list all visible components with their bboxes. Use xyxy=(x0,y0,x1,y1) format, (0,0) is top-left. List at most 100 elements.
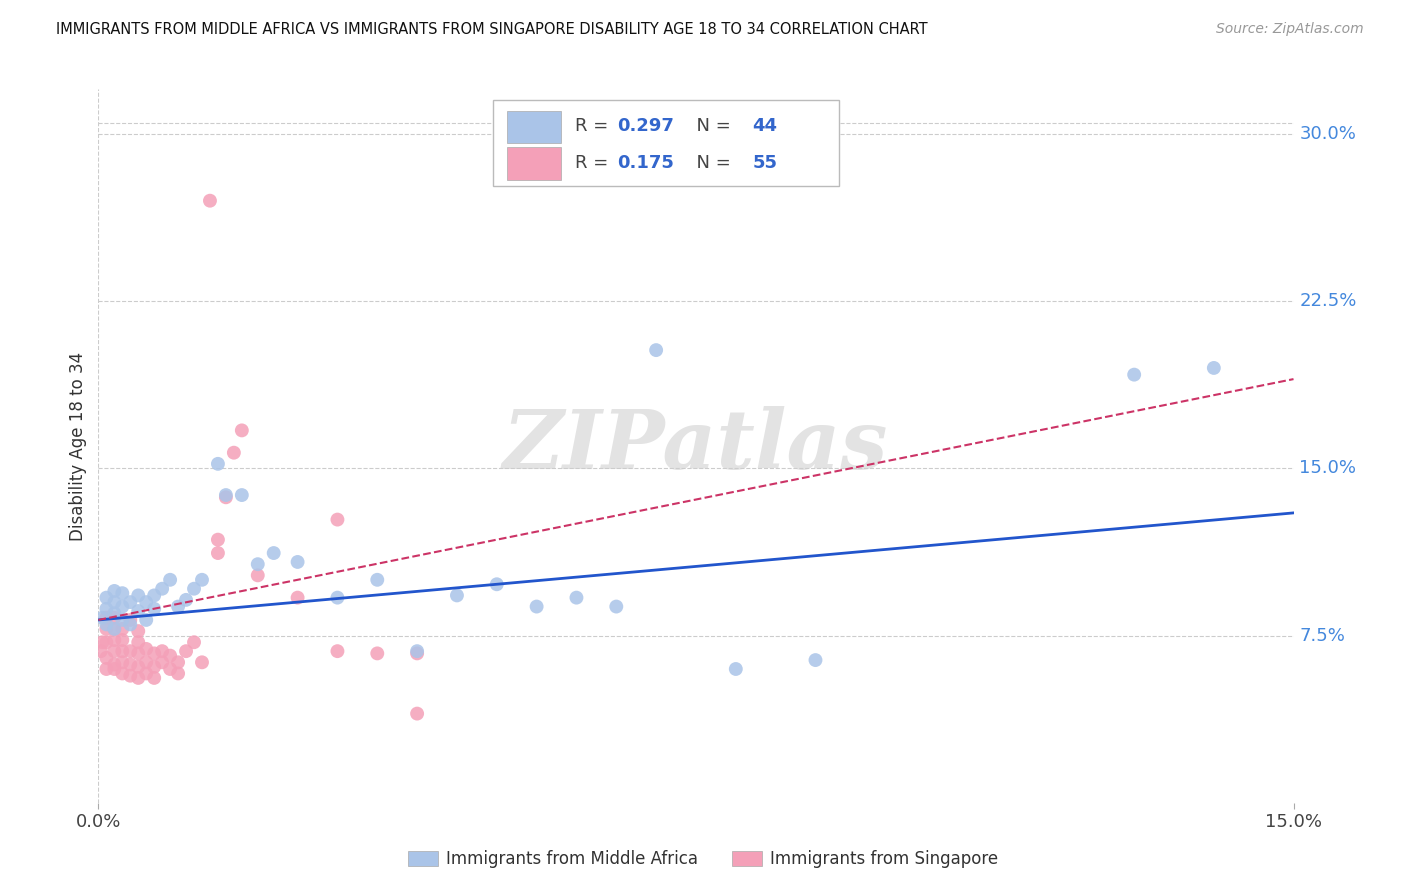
Point xyxy=(231,423,253,437)
Point xyxy=(167,599,190,614)
Point xyxy=(143,660,166,674)
Point xyxy=(96,617,118,632)
Point xyxy=(103,633,125,648)
Point xyxy=(120,669,142,683)
Point xyxy=(174,644,197,658)
Text: 15.0%: 15.0% xyxy=(1299,459,1357,477)
Point xyxy=(103,657,125,672)
Point xyxy=(326,644,349,658)
Point xyxy=(127,671,149,685)
Point xyxy=(127,624,149,639)
Point xyxy=(167,666,190,681)
Point xyxy=(135,666,157,681)
Point xyxy=(96,602,118,616)
Point xyxy=(143,602,166,616)
Point xyxy=(150,644,173,658)
Point xyxy=(207,546,229,560)
Point xyxy=(103,644,125,658)
Point xyxy=(103,595,125,609)
Point xyxy=(91,610,114,624)
Point xyxy=(96,591,118,605)
Point xyxy=(103,583,125,598)
Point xyxy=(246,568,269,582)
Point xyxy=(90,644,112,658)
Point xyxy=(96,622,118,636)
Point xyxy=(120,644,142,658)
Point xyxy=(222,445,245,460)
Text: R =: R = xyxy=(575,118,614,136)
Point xyxy=(111,613,134,627)
Point xyxy=(183,582,205,596)
Point xyxy=(215,490,238,504)
Point xyxy=(96,635,118,649)
Point xyxy=(287,555,309,569)
Point xyxy=(103,662,125,676)
Text: R =: R = xyxy=(575,154,614,172)
Point xyxy=(120,657,142,672)
Point xyxy=(645,343,668,357)
Point xyxy=(111,633,134,648)
Point xyxy=(120,617,142,632)
Point xyxy=(127,635,149,649)
Point xyxy=(191,573,214,587)
Legend: Immigrants from Middle Africa, Immigrants from Singapore: Immigrants from Middle Africa, Immigrant… xyxy=(401,844,1005,875)
Point xyxy=(406,646,429,660)
Text: Source: ZipAtlas.com: Source: ZipAtlas.com xyxy=(1216,22,1364,37)
Text: 0.297: 0.297 xyxy=(617,118,673,136)
Text: 44: 44 xyxy=(752,118,778,136)
Point xyxy=(111,586,134,600)
Point xyxy=(485,577,508,591)
Point xyxy=(366,573,388,587)
Text: 30.0%: 30.0% xyxy=(1299,125,1357,143)
Point xyxy=(246,557,269,572)
Point xyxy=(135,642,157,657)
Point xyxy=(91,635,114,649)
Point xyxy=(207,533,229,547)
Point xyxy=(120,613,142,627)
Point xyxy=(127,660,149,674)
Point xyxy=(724,662,747,676)
Point xyxy=(1123,368,1146,382)
Point xyxy=(143,646,166,660)
Point xyxy=(326,512,349,526)
Point xyxy=(191,655,214,669)
Point xyxy=(183,635,205,649)
Point xyxy=(150,655,173,669)
Point xyxy=(96,662,118,676)
Point xyxy=(215,488,238,502)
Point xyxy=(263,546,285,560)
Point xyxy=(159,662,181,676)
FancyBboxPatch shape xyxy=(494,100,839,186)
Point xyxy=(111,622,134,636)
Point xyxy=(406,706,429,721)
Point xyxy=(111,599,134,614)
Text: N =: N = xyxy=(685,118,737,136)
Point xyxy=(159,648,181,663)
Point xyxy=(135,595,157,609)
Point xyxy=(103,622,125,636)
Point xyxy=(287,591,309,605)
Text: 7.5%: 7.5% xyxy=(1299,626,1346,645)
Point xyxy=(174,592,197,607)
Point xyxy=(127,646,149,660)
Point xyxy=(143,671,166,685)
Point xyxy=(446,589,468,603)
Point xyxy=(1202,360,1225,375)
Point xyxy=(143,589,166,603)
Point xyxy=(103,607,125,621)
Point xyxy=(526,599,548,614)
Point xyxy=(605,599,627,614)
Point xyxy=(103,622,125,636)
Point xyxy=(111,666,134,681)
FancyBboxPatch shape xyxy=(508,111,561,143)
Text: 0.175: 0.175 xyxy=(617,154,673,172)
Text: 22.5%: 22.5% xyxy=(1299,292,1357,310)
Point xyxy=(167,655,190,669)
Point xyxy=(96,651,118,665)
Point xyxy=(406,644,429,658)
Point xyxy=(135,613,157,627)
Point xyxy=(127,589,149,603)
Point xyxy=(111,644,134,658)
Text: ZIPatlas: ZIPatlas xyxy=(503,406,889,486)
Text: N =: N = xyxy=(685,154,737,172)
